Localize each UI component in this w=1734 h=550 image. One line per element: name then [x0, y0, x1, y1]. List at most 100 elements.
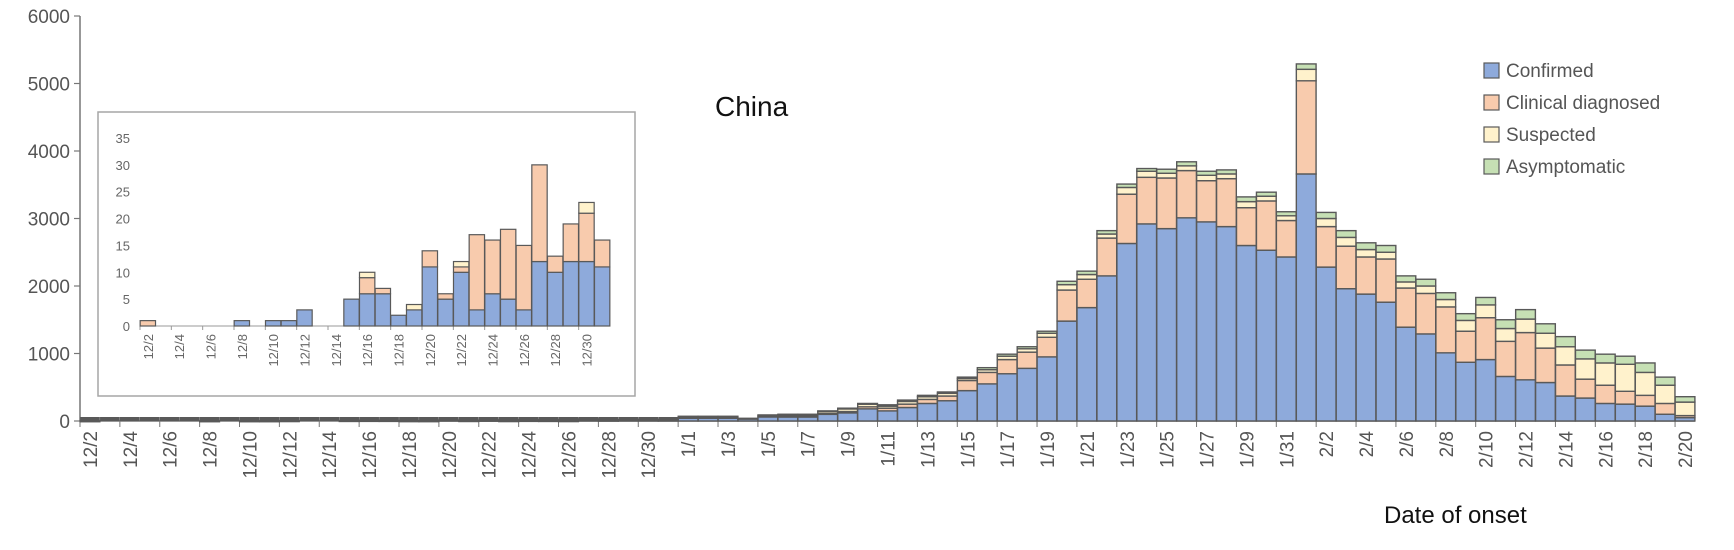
inset-bar-confirmed-12-10	[264, 320, 282, 327]
bar-asymptomatic-2-8	[1435, 292, 1457, 301]
x-tick-label: 2/16	[1596, 431, 1617, 468]
bar-asymptomatic-1-10	[856, 402, 879, 405]
inset-bar-confirmed-12-29	[562, 260, 580, 327]
bar-baseline-12-3	[100, 417, 120, 421]
y-tick-label: 4000	[28, 142, 70, 163]
bar-suspected-2-18	[1634, 371, 1656, 397]
inset-x-tick-label: 12/14	[329, 334, 344, 367]
x-tick-label: 2/6	[1397, 431, 1418, 457]
x-tick-label: 12/2	[81, 431, 102, 468]
bar-asymptomatic-1-21	[1076, 270, 1098, 276]
y-tick-label: 2000	[28, 277, 70, 298]
bar-confirmed-1-15	[956, 389, 978, 422]
bar-confirmed-1-8	[817, 413, 839, 422]
bar-asymptomatic-1-12	[896, 399, 919, 403]
bar-suspected-2-14	[1554, 346, 1576, 366]
bar-suspected-1-20	[1056, 283, 1078, 291]
bar-asymptomatic-2-4	[1355, 242, 1377, 251]
bar-asymptomatic-2-1	[1295, 63, 1317, 71]
inset-bar-confirmed-12-31	[593, 266, 611, 327]
inset-bar-confirmed-12-21	[437, 298, 454, 327]
bar-confirmed-12-10	[238, 420, 261, 423]
bar-asymptomatic-2-12	[1514, 308, 1537, 320]
x-tick-label: 1/7	[799, 431, 820, 457]
bar-confirmed-2-6	[1395, 326, 1417, 422]
bar-clinical-diagnosed-2-13	[1534, 347, 1557, 384]
bar-suspected-2-13	[1534, 332, 1557, 349]
bar-clinical-diagnosed-2-8	[1435, 306, 1457, 354]
bar-confirmed-12-11	[258, 420, 280, 423]
bar-clinical-diagnosed-1-16	[976, 371, 998, 385]
bar-suspected-1-25	[1156, 172, 1178, 179]
bar-asymptomatic-1-26	[1176, 161, 1198, 167]
bar-baseline-12-30	[638, 417, 659, 421]
bar-suspected-1-24	[1136, 170, 1158, 179]
inset-bar-confirmed-12-22	[452, 271, 470, 327]
bar-confirmed-1-31	[1275, 256, 1297, 422]
bar-clinical-diagnosed-1-22	[1096, 237, 1118, 277]
x-tick-label: 2/10	[1477, 431, 1498, 468]
x-tick-label: 2/4	[1357, 431, 1378, 458]
bar-suspected-2-6	[1395, 281, 1417, 289]
bar-suspected-2-12	[1514, 318, 1537, 334]
bar-asymptomatic-2-18	[1634, 362, 1656, 374]
x-tick-label: 1/29	[1237, 431, 1258, 468]
bar-confirmed-2-2	[1315, 266, 1337, 422]
x-tick-label: 1/19	[1038, 431, 1059, 468]
legend-label-suspected: Suspected	[1506, 125, 1596, 146]
bar-confirmed-1-14	[936, 400, 958, 422]
inset-bar-clinical-diagnosed-12-21	[437, 293, 454, 300]
bar-asymptomatic-1-16	[976, 366, 998, 371]
inset-bar-suspected-12-30	[578, 201, 595, 214]
legend-swatch-asymptomatic	[1483, 158, 1500, 175]
inset-bar-confirmed-12-18	[390, 314, 407, 327]
bar-asymptomatic-1-5	[757, 414, 779, 417]
bar-suspected-1-29	[1235, 200, 1257, 209]
inset-bar-suspected-12-19	[405, 303, 423, 311]
bar-baseline-12-16	[359, 417, 379, 421]
inset-y-tick-label: 15	[116, 238, 130, 253]
bar-clinical-diagnosed-1-25	[1156, 177, 1178, 230]
bar-confirmed-12-8	[199, 420, 221, 423]
bar-clinical-diagnosed-1-17	[996, 358, 1018, 375]
x-tick-label: 12/8	[201, 431, 222, 468]
bar-asymptomatic-1-18	[1016, 346, 1038, 350]
bar-confirmed-1-11	[876, 410, 899, 422]
x-tick-label: 1/31	[1277, 431, 1298, 468]
bar-confirmed-1-24	[1136, 223, 1158, 422]
bar-asymptomatic-1-23	[1116, 183, 1138, 189]
bar-clinical-diagnosed-1-18	[1016, 351, 1038, 370]
inset-x-tick-label: 12/16	[360, 334, 375, 367]
bar-confirmed-2-12	[1514, 379, 1537, 422]
bar-suspected-1-26	[1176, 165, 1198, 172]
bar-suspected-2-4	[1355, 248, 1377, 258]
bar-baseline-12-21	[458, 417, 479, 421]
legend: Confirmed Clinical diagnosed Suspected Asym…	[1483, 61, 1660, 178]
bar-baseline-12-15	[339, 417, 360, 421]
inset-bar-confirmed-12-28	[546, 271, 564, 327]
x-tick-label: 1/21	[1078, 431, 1099, 468]
bar-clinical-diagnosed-2-4	[1355, 256, 1377, 295]
inset-x-tick-label: 12/26	[517, 334, 532, 367]
bar-asymptomatic-2-10	[1475, 296, 1497, 306]
bar-asymptomatic-1-28	[1215, 169, 1238, 175]
x-tick-label: 1/3	[719, 431, 740, 457]
y-tick-label: 1000	[28, 345, 70, 366]
x-tick-label: 12/26	[559, 431, 580, 479]
bar-suspected-1-30	[1255, 195, 1277, 202]
bar-suspected-2-1	[1295, 68, 1317, 82]
bar-confirmed-1-30	[1255, 249, 1277, 422]
bar-confirmed-1-16	[976, 383, 998, 422]
bar-clinical-diagnosed-2-17	[1614, 390, 1636, 405]
bar-suspected-2-5	[1375, 251, 1397, 260]
bar-confirmed-1-28	[1215, 225, 1238, 422]
x-tick-label: 12/22	[480, 431, 501, 479]
bar-clinical-diagnosed-2-7	[1415, 292, 1437, 335]
bar-clinical-diagnosed-2-11	[1495, 340, 1517, 378]
bar-suspected-1-27	[1195, 174, 1218, 182]
inset-bar-confirmed-12-15	[343, 298, 360, 327]
bar-clinical-diagnosed-1-30	[1255, 200, 1277, 251]
bar-confirmed-1-22	[1096, 275, 1118, 422]
bar-confirmed-2-15	[1574, 397, 1596, 422]
